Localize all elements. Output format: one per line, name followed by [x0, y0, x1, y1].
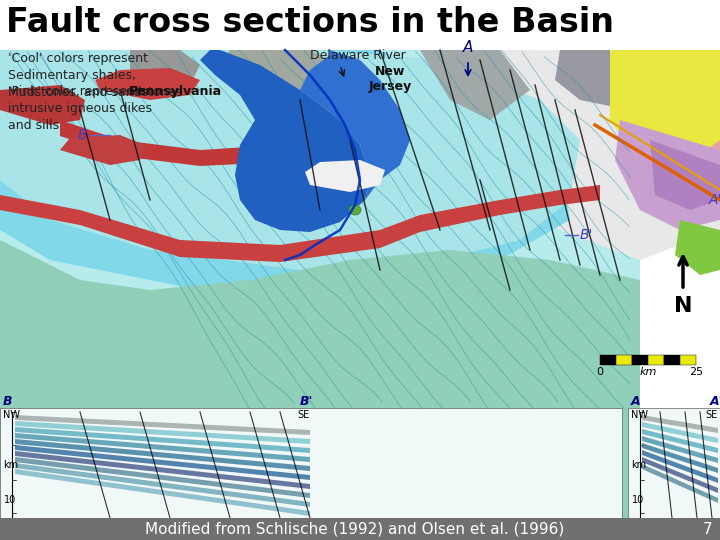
Polygon shape [15, 439, 310, 471]
Text: B': B' [580, 228, 593, 242]
Text: B: B [3, 395, 12, 408]
Polygon shape [0, 185, 600, 262]
Text: Pennsylvania: Pennsylvania [128, 85, 222, 98]
Ellipse shape [349, 205, 361, 215]
Text: New
Jersey: New Jersey [369, 65, 412, 93]
Text: B': B' [300, 395, 313, 408]
Polygon shape [555, 50, 650, 110]
Bar [0, 50, 640, 410]
Polygon shape [130, 50, 200, 92]
Polygon shape [60, 135, 145, 165]
Text: NW: NW [631, 410, 648, 420]
Polygon shape [610, 50, 720, 170]
Text: 10: 10 [632, 495, 644, 505]
Text: A: A [463, 40, 473, 55]
Polygon shape [650, 140, 720, 210]
Text: 0: 0 [596, 367, 603, 377]
Polygon shape [305, 160, 385, 192]
Bar [664, 355, 680, 365]
Text: N: N [674, 296, 692, 316]
Polygon shape [430, 50, 720, 260]
Bar [628, 408, 720, 518]
Text: km: km [3, 460, 18, 470]
Bar [648, 355, 664, 365]
Bar [0, 518, 720, 540]
Polygon shape [15, 457, 310, 498]
Text: 'Pink' color represents
intrusive igneous dikes
and sills: 'Pink' color represents intrusive igneou… [8, 85, 152, 132]
Polygon shape [642, 443, 718, 473]
Polygon shape [642, 436, 718, 463]
Polygon shape [0, 50, 580, 270]
Text: 'Cool' colors represent
Sedimentary shales,
Mudstones, and sandstones: 'Cool' colors represent Sedimentary shal… [8, 52, 183, 99]
Polygon shape [15, 421, 310, 444]
Text: Fault cross sections in the Basin: Fault cross sections in the Basin [6, 6, 614, 39]
Text: 7: 7 [703, 522, 713, 537]
Text: B: B [78, 128, 88, 142]
Text: 25: 25 [689, 367, 703, 377]
Polygon shape [675, 220, 720, 275]
Polygon shape [642, 415, 718, 433]
Bar [632, 355, 648, 365]
Polygon shape [642, 457, 718, 493]
Polygon shape [600, 50, 720, 170]
Bar [600, 355, 616, 365]
Polygon shape [15, 427, 310, 453]
Polygon shape [15, 445, 310, 480]
Bar [680, 355, 696, 365]
Text: NW: NW [3, 410, 20, 420]
Polygon shape [0, 85, 85, 125]
Polygon shape [15, 433, 310, 462]
Text: 10: 10 [4, 495, 17, 505]
Text: SE: SE [706, 410, 718, 420]
Text: A: A [631, 395, 641, 408]
Text: A': A' [710, 395, 720, 408]
Polygon shape [15, 463, 310, 507]
Polygon shape [200, 50, 370, 232]
Polygon shape [642, 429, 718, 453]
Polygon shape [15, 451, 310, 489]
Polygon shape [615, 120, 720, 230]
Polygon shape [642, 450, 718, 483]
Bar [0, 408, 622, 518]
Polygon shape [220, 50, 360, 110]
Polygon shape [95, 68, 200, 100]
Polygon shape [15, 415, 310, 435]
Text: Delaware River: Delaware River [310, 49, 406, 62]
Text: km: km [631, 460, 646, 470]
Polygon shape [60, 120, 320, 166]
Text: A': A' [708, 193, 720, 207]
Polygon shape [642, 464, 718, 503]
Polygon shape [420, 50, 530, 120]
Text: Modified from Schlische (1992) and Olsen et al. (1996): Modified from Schlische (1992) and Olsen… [145, 522, 564, 537]
Polygon shape [15, 469, 310, 516]
Polygon shape [300, 50, 410, 200]
Text: km: km [639, 367, 657, 377]
Polygon shape [642, 422, 718, 443]
Text: SE: SE [298, 410, 310, 420]
Polygon shape [0, 50, 570, 290]
Polygon shape [0, 240, 640, 518]
Bar [616, 355, 632, 365]
